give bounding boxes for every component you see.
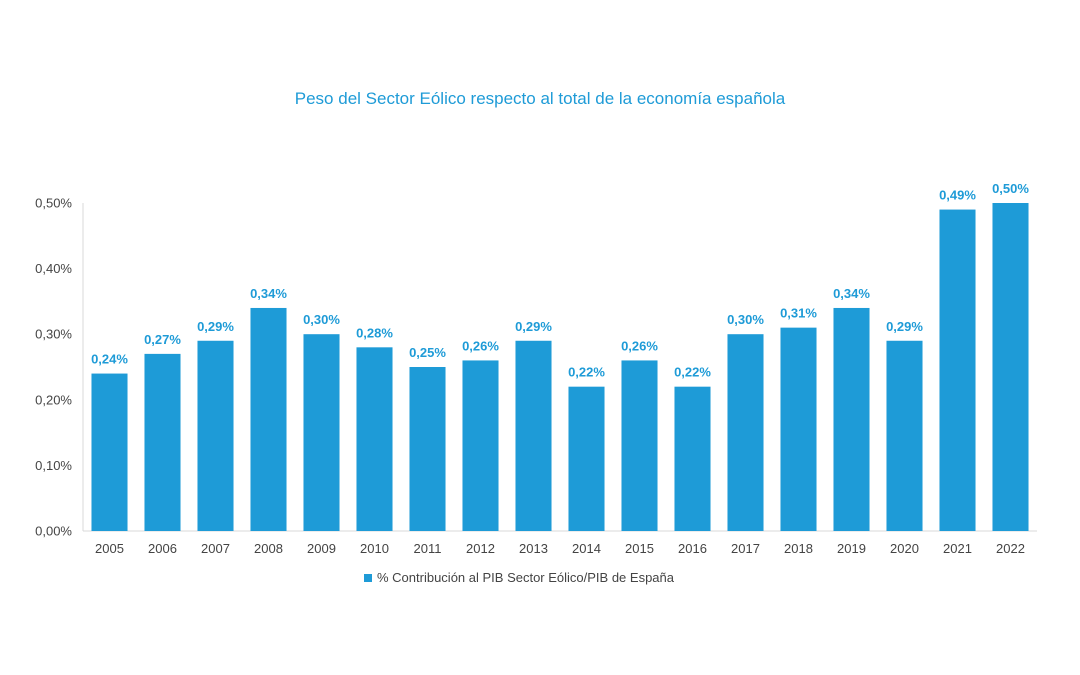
y-tick-label: 0,30%	[35, 327, 72, 342]
bar	[356, 347, 393, 531]
y-tick-label: 0,20%	[35, 392, 72, 407]
bar	[992, 203, 1029, 531]
bar	[727, 334, 764, 531]
data-label: 0,34%	[833, 286, 870, 301]
data-label: 0,28%	[356, 325, 393, 340]
legend-label: % Contribución al PIB Sector Eólico/PIB …	[377, 570, 675, 585]
bar	[780, 327, 817, 531]
data-label: 0,29%	[886, 319, 923, 334]
x-tick-label: 2006	[148, 541, 177, 556]
legend-swatch	[364, 574, 372, 582]
bar	[144, 353, 181, 531]
bar	[515, 340, 552, 531]
x-tick-label: 2011	[414, 541, 442, 556]
data-label: 0,29%	[515, 319, 552, 334]
data-label: 0,24%	[91, 352, 128, 367]
bar	[250, 307, 287, 531]
data-label: 0,29%	[197, 319, 234, 334]
x-tick-label: 2005	[95, 541, 124, 556]
x-axis: 2005 2006 2007 2008 2009 2010 2011 2012 2013 2014…	[83, 530, 1037, 556]
x-tick-label: 2021	[943, 541, 972, 556]
x-tick-label: 2008	[254, 541, 283, 556]
y-tick-label: 0,00%	[35, 524, 72, 539]
y-tick-label: 0,40%	[35, 261, 72, 276]
x-tick-label: 2016	[678, 541, 707, 556]
data-label: 0,22%	[674, 365, 711, 380]
bar	[409, 367, 446, 531]
bar	[91, 373, 128, 531]
data-label: 0,49%	[939, 188, 976, 203]
data-label: 0,30%	[303, 312, 340, 327]
x-tick-label: 2017	[731, 541, 760, 556]
bar	[886, 340, 923, 531]
x-tick-label: 2015	[625, 541, 654, 556]
x-tick-label: 2010	[360, 541, 389, 556]
x-tick-label: 2013	[519, 541, 548, 556]
y-axis: 0,00% 0,10% 0,20% 0,30% 0,40% 0,50%	[35, 196, 84, 539]
x-tick-label: 2019	[837, 541, 866, 556]
data-labels: 0,24% 0,27% 0,29% 0,34% 0,30% 0,28% 0,25% 0,26%…	[91, 181, 1029, 380]
data-label: 0,26%	[621, 338, 658, 353]
bar	[462, 360, 499, 531]
y-tick-label: 0,50%	[35, 196, 72, 211]
bar	[621, 360, 658, 531]
data-label: 0,31%	[780, 306, 817, 321]
bar	[833, 307, 870, 531]
data-label: 0,34%	[250, 286, 287, 301]
data-label: 0,22%	[568, 365, 605, 380]
legend: % Contribución al PIB Sector Eólico/PIB …	[364, 570, 675, 585]
bar	[197, 340, 234, 531]
bar	[674, 386, 711, 531]
data-label: 0,27%	[144, 332, 181, 347]
bar	[939, 209, 976, 531]
bar-series	[91, 203, 1029, 531]
x-tick-label: 2020	[890, 541, 919, 556]
x-tick-label: 2014	[572, 541, 601, 556]
y-tick-label: 0,10%	[35, 458, 72, 473]
data-label: 0,26%	[462, 338, 499, 353]
x-tick-label: 2018	[784, 541, 813, 556]
data-label: 0,50%	[992, 181, 1029, 196]
x-tick-label: 2022	[996, 541, 1025, 556]
chart-title: Peso del Sector Eólico respecto al total…	[295, 89, 786, 108]
data-label: 0,25%	[409, 345, 446, 360]
x-tick-label: 2012	[466, 541, 495, 556]
bar	[568, 386, 605, 531]
bar	[303, 334, 340, 531]
x-tick-label: 2009	[307, 541, 336, 556]
data-label: 0,30%	[727, 312, 764, 327]
x-tick-label: 2007	[201, 541, 230, 556]
